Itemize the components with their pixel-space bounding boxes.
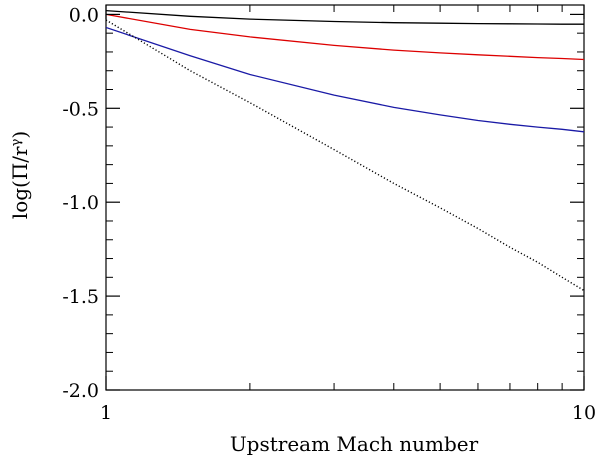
- y-axis-title-close: ): [8, 131, 32, 139]
- y-tick-label: 0.0: [69, 4, 99, 26]
- x-tick-label: 10: [572, 402, 596, 424]
- series-line-2: [106, 13, 584, 61]
- plot-border: [105, 4, 585, 391]
- plot-frame: [105, 4, 585, 391]
- y-tick-label: -1.0: [62, 192, 99, 214]
- series-line-3: [106, 26, 584, 133]
- y-tick-label: -0.5: [62, 98, 99, 120]
- x-axis-title: Upstream Mach number: [230, 432, 479, 456]
- series-line-4: [106, 19, 584, 292]
- y-tick-label: -2.0: [62, 380, 99, 402]
- x-tick-label: 1: [100, 402, 112, 424]
- y-axis-title: log(Π/rγ): [8, 131, 32, 219]
- series-line-1: [106, 9, 584, 25]
- y-tick-label: -1.5: [62, 286, 99, 308]
- tick-layer: 0.0 -0.5 -1.0 -1.5 -2.01 10: [62, 4, 596, 424]
- series-layer: [106, 9, 584, 292]
- y-axis-title-base: log(Π/r: [8, 146, 32, 219]
- y-axis-title-sup: γ: [9, 138, 24, 146]
